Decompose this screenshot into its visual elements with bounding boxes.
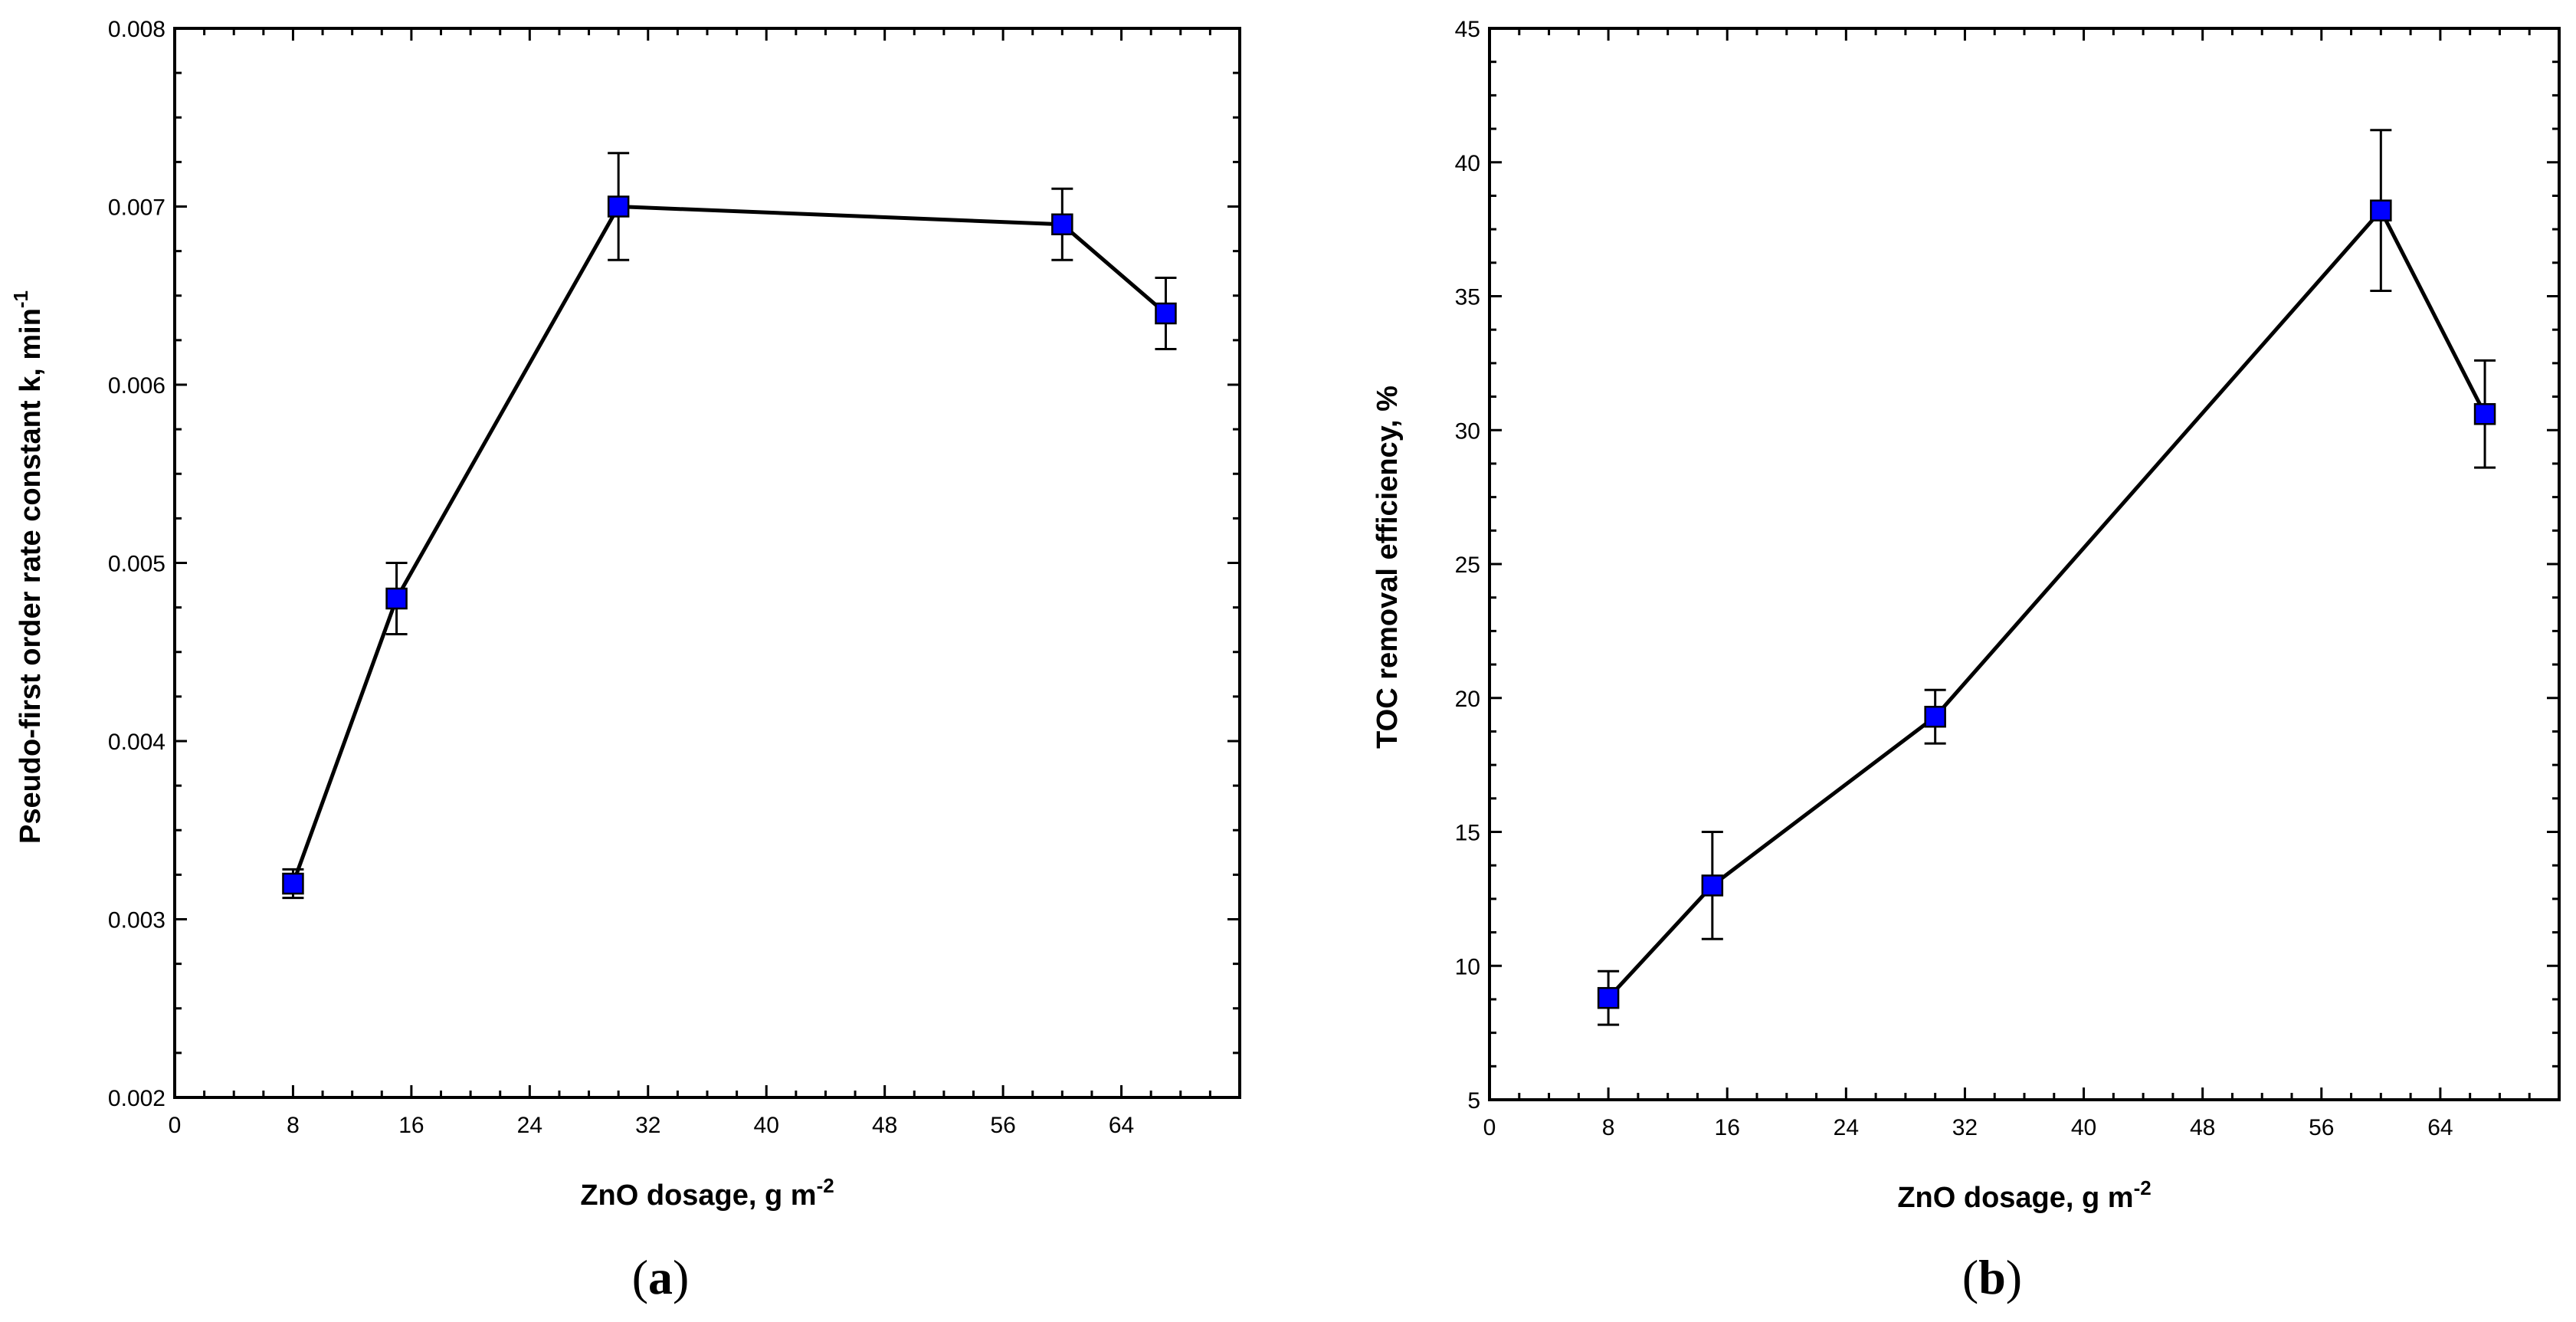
data-point [282, 872, 304, 895]
data-point [607, 195, 630, 218]
data-point [2473, 403, 2496, 425]
x-tick-label: 64 [2427, 1115, 2453, 1140]
x-tick-label: 24 [517, 1113, 542, 1138]
data-point [1051, 213, 1073, 235]
y-axis-title: TOC removal efficiency, % [1372, 385, 1404, 749]
x-tick-label: 56 [990, 1113, 1015, 1138]
series-line [291, 205, 1168, 884]
y-tick-label: 45 [1455, 17, 1480, 42]
y-tick-label: 0.008 [108, 17, 166, 42]
x-tick-label: 24 [1834, 1115, 1859, 1140]
y-tick-label: 10 [1455, 954, 1480, 979]
x-tick-label: 8 [287, 1113, 300, 1138]
y-tick-label: 0.004 [108, 730, 166, 755]
y-axis-title: Pseudo-first order rate constant k, min-… [9, 290, 47, 844]
panel-label-b: (b) [1962, 1250, 2022, 1304]
x-tick-label: 0 [169, 1113, 182, 1138]
chart-panel-a: 0 8 16 24 32 40 48 56 64 0.002 0.003 0.004 0.005 0.00… [9, 17, 1241, 1212]
x-tick-label: 32 [1952, 1115, 1978, 1140]
panel-label-a: (a) [632, 1250, 690, 1304]
y-tick-label: 5 [1467, 1088, 1480, 1114]
data-point [2370, 199, 2392, 221]
series-line [1607, 208, 2487, 999]
x-tick-label: 40 [754, 1113, 779, 1138]
y-tick-label: 0.002 [108, 1086, 166, 1111]
x-tick-label: 16 [398, 1113, 424, 1138]
y-tick-label: 25 [1455, 553, 1480, 578]
data-point [1701, 874, 1724, 897]
y-tick-label: 40 [1455, 151, 1480, 176]
data-point [1924, 705, 1946, 728]
y-tick-label: 0.007 [108, 195, 166, 221]
x-tick-label: 0 [1483, 1115, 1496, 1140]
x-tick-label: 16 [1715, 1115, 1740, 1140]
x-tick-label: 32 [635, 1113, 660, 1138]
y-tick-label: 0.006 [108, 373, 166, 399]
data-point [1155, 302, 1177, 325]
y-tick-label: 35 [1455, 285, 1480, 310]
chart-panel-b: 0 8 16 24 32 40 48 56 64 5 10 15 20 25 30 35 40 45 ZnO dos… [1372, 17, 2561, 1214]
y-tick-label: 15 [1455, 821, 1480, 846]
y-tick-label: 20 [1455, 687, 1480, 712]
x-tick-label: 56 [2309, 1115, 2334, 1140]
x-tick-label: 8 [1602, 1115, 1615, 1140]
x-tick-label: 48 [872, 1113, 897, 1138]
x-tick-label: 64 [1109, 1113, 1134, 1138]
data-point [1597, 986, 1620, 1009]
plot-frame [173, 27, 1241, 1099]
x-tick-label: 40 [2071, 1115, 2096, 1140]
y-tick-label: 0.003 [108, 908, 166, 933]
x-axis-title: ZnO dosage, g m-2 [580, 1174, 834, 1212]
y-tick-label: 0.005 [108, 552, 166, 577]
y-tick-label: 30 [1455, 418, 1480, 444]
data-point [385, 587, 408, 610]
plot-frame [1488, 27, 2561, 1101]
x-tick-label: 48 [2190, 1115, 2215, 1140]
x-axis-title: ZnO dosage, g m-2 [1897, 1176, 2151, 1214]
